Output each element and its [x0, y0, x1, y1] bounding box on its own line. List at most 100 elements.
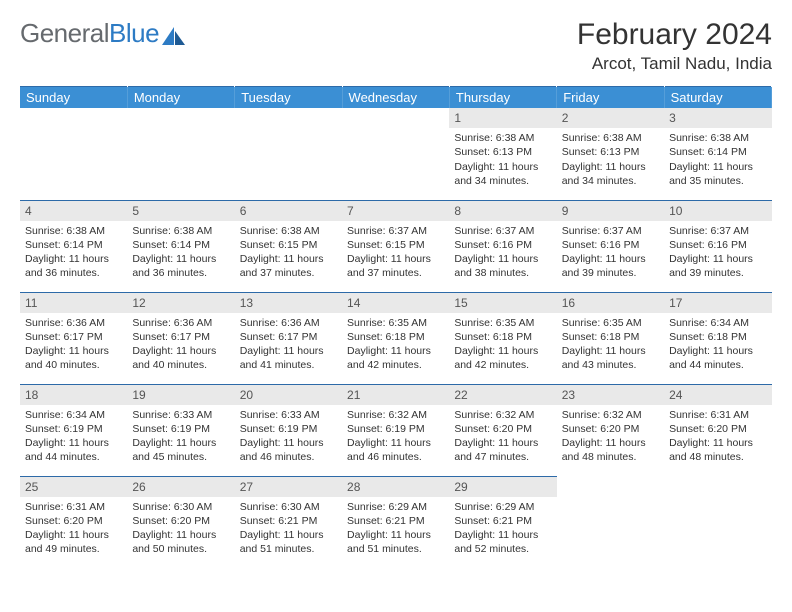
sunset-line: Sunset: 6:17 PM — [132, 330, 229, 344]
weekday-header: Sunday — [20, 87, 127, 109]
day-details: Sunrise: 6:33 AMSunset: 6:19 PMDaylight:… — [235, 405, 342, 469]
calendar-day-cell: 5Sunrise: 6:38 AMSunset: 6:14 PMDaylight… — [127, 200, 234, 292]
calendar-day-cell: 23Sunrise: 6:32 AMSunset: 6:20 PMDayligh… — [557, 384, 664, 476]
day-number: 12 — [127, 293, 234, 313]
weekday-header: Wednesday — [342, 87, 449, 109]
calendar-day-cell: 1Sunrise: 6:38 AMSunset: 6:13 PMDaylight… — [449, 108, 556, 200]
calendar-day-cell: 9Sunrise: 6:37 AMSunset: 6:16 PMDaylight… — [557, 200, 664, 292]
day-details: Sunrise: 6:36 AMSunset: 6:17 PMDaylight:… — [235, 313, 342, 377]
sunrise-line: Sunrise: 6:33 AM — [240, 408, 337, 422]
calendar-day-cell: 21Sunrise: 6:32 AMSunset: 6:19 PMDayligh… — [342, 384, 449, 476]
day-details: Sunrise: 6:35 AMSunset: 6:18 PMDaylight:… — [557, 313, 664, 377]
calendar-day-cell: 24Sunrise: 6:31 AMSunset: 6:20 PMDayligh… — [664, 384, 771, 476]
calendar-day-cell: 12Sunrise: 6:36 AMSunset: 6:17 PMDayligh… — [127, 292, 234, 384]
day-details: Sunrise: 6:32 AMSunset: 6:19 PMDaylight:… — [342, 405, 449, 469]
daylight-line: Daylight: 11 hours and 38 minutes. — [454, 252, 551, 280]
day-details: Sunrise: 6:38 AMSunset: 6:14 PMDaylight:… — [127, 221, 234, 285]
day-number: 4 — [20, 201, 127, 221]
sunset-line: Sunset: 6:16 PM — [562, 238, 659, 252]
day-number: 3 — [664, 108, 771, 128]
day-number: 14 — [342, 293, 449, 313]
sunrise-line: Sunrise: 6:30 AM — [240, 500, 337, 514]
day-number: 24 — [664, 385, 771, 405]
sunrise-line: Sunrise: 6:32 AM — [347, 408, 444, 422]
sunrise-line: Sunrise: 6:38 AM — [132, 224, 229, 238]
calendar-table: SundayMondayTuesdayWednesdayThursdayFrid… — [20, 86, 772, 568]
daylight-line: Daylight: 11 hours and 40 minutes. — [25, 344, 122, 372]
sunset-line: Sunset: 6:20 PM — [25, 514, 122, 528]
sunrise-line: Sunrise: 6:36 AM — [25, 316, 122, 330]
calendar-day-cell: 11Sunrise: 6:36 AMSunset: 6:17 PMDayligh… — [20, 292, 127, 384]
daylight-line: Daylight: 11 hours and 36 minutes. — [132, 252, 229, 280]
day-number: 1 — [449, 108, 556, 128]
sunrise-line: Sunrise: 6:33 AM — [132, 408, 229, 422]
day-number: 26 — [127, 477, 234, 497]
sunset-line: Sunset: 6:18 PM — [669, 330, 766, 344]
day-details: Sunrise: 6:32 AMSunset: 6:20 PMDaylight:… — [449, 405, 556, 469]
sunset-line: Sunset: 6:16 PM — [454, 238, 551, 252]
sunset-line: Sunset: 6:17 PM — [240, 330, 337, 344]
day-details: Sunrise: 6:37 AMSunset: 6:16 PMDaylight:… — [664, 221, 771, 285]
calendar-empty-cell — [342, 108, 449, 200]
sunrise-line: Sunrise: 6:34 AM — [669, 316, 766, 330]
day-details: Sunrise: 6:35 AMSunset: 6:18 PMDaylight:… — [449, 313, 556, 377]
sunset-line: Sunset: 6:18 PM — [347, 330, 444, 344]
daylight-line: Daylight: 11 hours and 48 minutes. — [669, 436, 766, 464]
sunset-line: Sunset: 6:13 PM — [562, 145, 659, 159]
sunrise-line: Sunrise: 6:38 AM — [25, 224, 122, 238]
day-details: Sunrise: 6:38 AMSunset: 6:13 PMDaylight:… — [449, 128, 556, 192]
calendar-day-cell: 13Sunrise: 6:36 AMSunset: 6:17 PMDayligh… — [235, 292, 342, 384]
brand-part2: Blue — [109, 18, 159, 49]
sunrise-line: Sunrise: 6:35 AM — [347, 316, 444, 330]
daylight-line: Daylight: 11 hours and 35 minutes. — [669, 160, 766, 188]
daylight-line: Daylight: 11 hours and 50 minutes. — [132, 528, 229, 556]
calendar-week-row: 18Sunrise: 6:34 AMSunset: 6:19 PMDayligh… — [20, 384, 772, 476]
sunrise-line: Sunrise: 6:38 AM — [454, 131, 551, 145]
sunrise-line: Sunrise: 6:32 AM — [454, 408, 551, 422]
day-details: Sunrise: 6:31 AMSunset: 6:20 PMDaylight:… — [20, 497, 127, 561]
sunset-line: Sunset: 6:21 PM — [454, 514, 551, 528]
sunrise-line: Sunrise: 6:29 AM — [454, 500, 551, 514]
daylight-line: Daylight: 11 hours and 34 minutes. — [562, 160, 659, 188]
daylight-line: Daylight: 11 hours and 51 minutes. — [347, 528, 444, 556]
daylight-line: Daylight: 11 hours and 34 minutes. — [454, 160, 551, 188]
header: GeneralBlue February 2024 Arcot, Tamil N… — [20, 18, 772, 74]
sunset-line: Sunset: 6:13 PM — [454, 145, 551, 159]
sunset-line: Sunset: 6:19 PM — [347, 422, 444, 436]
calendar-day-cell: 25Sunrise: 6:31 AMSunset: 6:20 PMDayligh… — [20, 476, 127, 568]
sunset-line: Sunset: 6:17 PM — [25, 330, 122, 344]
calendar-empty-cell — [664, 476, 771, 568]
day-details: Sunrise: 6:32 AMSunset: 6:20 PMDaylight:… — [557, 405, 664, 469]
day-number: 13 — [235, 293, 342, 313]
calendar-day-cell: 28Sunrise: 6:29 AMSunset: 6:21 PMDayligh… — [342, 476, 449, 568]
calendar-day-cell: 15Sunrise: 6:35 AMSunset: 6:18 PMDayligh… — [449, 292, 556, 384]
sunrise-line: Sunrise: 6:37 AM — [669, 224, 766, 238]
sunrise-line: Sunrise: 6:29 AM — [347, 500, 444, 514]
brand-logo: GeneralBlue — [20, 18, 187, 49]
calendar-day-cell: 14Sunrise: 6:35 AMSunset: 6:18 PMDayligh… — [342, 292, 449, 384]
sunset-line: Sunset: 6:14 PM — [132, 238, 229, 252]
sunset-line: Sunset: 6:14 PM — [669, 145, 766, 159]
day-number: 11 — [20, 293, 127, 313]
daylight-line: Daylight: 11 hours and 46 minutes. — [240, 436, 337, 464]
daylight-line: Daylight: 11 hours and 52 minutes. — [454, 528, 551, 556]
calendar-day-cell: 6Sunrise: 6:38 AMSunset: 6:15 PMDaylight… — [235, 200, 342, 292]
calendar-day-cell: 16Sunrise: 6:35 AMSunset: 6:18 PMDayligh… — [557, 292, 664, 384]
calendar-empty-cell — [127, 108, 234, 200]
sunset-line: Sunset: 6:20 PM — [562, 422, 659, 436]
sunset-line: Sunset: 6:20 PM — [454, 422, 551, 436]
month-title: February 2024 — [577, 18, 772, 52]
day-number: 19 — [127, 385, 234, 405]
sunset-line: Sunset: 6:20 PM — [669, 422, 766, 436]
sunset-line: Sunset: 6:16 PM — [669, 238, 766, 252]
day-number: 20 — [235, 385, 342, 405]
title-block: February 2024 Arcot, Tamil Nadu, India — [577, 18, 772, 74]
day-number: 16 — [557, 293, 664, 313]
day-number: 5 — [127, 201, 234, 221]
daylight-line: Daylight: 11 hours and 49 minutes. — [25, 528, 122, 556]
day-number: 23 — [557, 385, 664, 405]
day-number: 10 — [664, 201, 771, 221]
day-details: Sunrise: 6:37 AMSunset: 6:16 PMDaylight:… — [449, 221, 556, 285]
day-details: Sunrise: 6:36 AMSunset: 6:17 PMDaylight:… — [20, 313, 127, 377]
calendar-day-cell: 4Sunrise: 6:38 AMSunset: 6:14 PMDaylight… — [20, 200, 127, 292]
